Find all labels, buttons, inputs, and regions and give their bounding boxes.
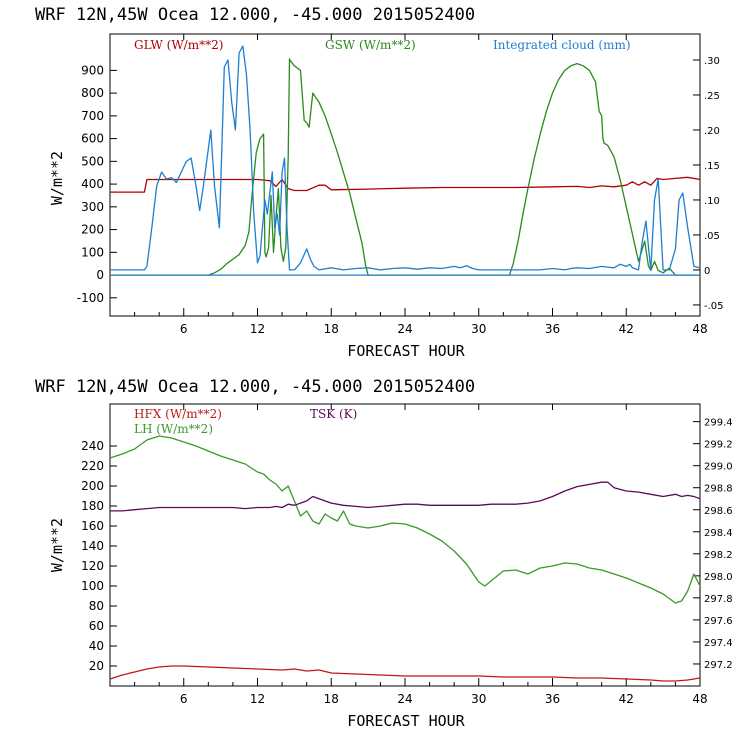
- y2-tick-label: -.05: [704, 301, 724, 312]
- y-tick-label: 800: [81, 86, 104, 100]
- y-tick-label: 240: [81, 439, 104, 453]
- x-tick-label: 24: [397, 322, 412, 336]
- legend-cloud: Integrated cloud (mm): [493, 38, 631, 52]
- panel-1-left-axis: -100 0 100 200 300 400 500 600 700 800 900: [77, 63, 117, 305]
- legend-tsk: TSK (K): [310, 407, 357, 421]
- y2-tick-label: 299.4: [704, 418, 733, 429]
- series-hfx-w-m-2: [109, 665, 701, 682]
- y-tick-label: 400: [81, 177, 104, 191]
- x-tick-label: 18: [324, 322, 339, 336]
- legend-gsw: GSW (W/m**2): [325, 38, 416, 52]
- x-tick-label: 12: [250, 692, 265, 706]
- series-glw-w-m-2: [110, 176, 701, 193]
- y2-tick-label: .20: [704, 126, 720, 137]
- y2-tick-label: 298.4: [704, 528, 733, 539]
- y-tick-label: 40: [89, 639, 104, 653]
- x-tick-label: 6: [180, 322, 188, 336]
- x-tick-label: 30: [471, 322, 486, 336]
- y2-tick-label: 299.0: [704, 462, 733, 473]
- y-tick-label: 900: [81, 63, 104, 77]
- y-tick-label: 220: [81, 459, 104, 473]
- x-tick-label: 36: [545, 322, 560, 336]
- y2-tick-label: 298.8: [704, 484, 733, 495]
- legend-hfx: HFX (W/m**2): [134, 407, 222, 421]
- legend-lh: LH (W/m**2): [134, 422, 213, 436]
- x-tick-label: 24: [397, 692, 412, 706]
- y-tick-label: 500: [81, 154, 104, 168]
- y-tick-label: 100: [81, 245, 104, 259]
- panel-1-x-label: FORECAST HOUR: [347, 342, 465, 360]
- y-tick-label: 200: [81, 223, 104, 237]
- x-tick-label: 30: [471, 692, 486, 706]
- y2-tick-label: .15: [704, 161, 720, 172]
- y-tick-label: 120: [81, 559, 104, 573]
- y2-tick-label: 297.2: [704, 660, 733, 671]
- x-tick-label: 48: [692, 322, 707, 336]
- panel-radiation: WRF 12N,45W Ocea 12.000, -45.000 2015052…: [35, 5, 724, 360]
- y2-tick-label: 297.6: [704, 616, 733, 627]
- panel-fluxes: WRF 12N,45W Ocea 12.000, -45.000 2015052…: [35, 377, 733, 730]
- panel-2-header: WRF 12N,45W Ocea 12.000, -45.000 2015052…: [35, 377, 475, 397]
- x-tick-label: 42: [619, 692, 634, 706]
- x-tick-label: 18: [324, 692, 339, 706]
- series-gsw-w-m-2: [110, 58, 700, 276]
- x-tick-label: 42: [619, 322, 634, 336]
- panel-2-x-axis: 6 12 18 24 30 36 42 48: [134, 404, 708, 706]
- y2-tick-label: 297.4: [704, 638, 733, 649]
- panel-2-series: [109, 435, 701, 682]
- y2-tick-label: 298.0: [704, 572, 733, 583]
- y-tick-label: 600: [81, 132, 104, 146]
- panel-2-x-label: FORECAST HOUR: [347, 712, 465, 730]
- y2-tick-label: .10: [704, 196, 720, 207]
- y2-tick-label: 0: [704, 266, 710, 277]
- y-tick-label: 300: [81, 200, 104, 214]
- y-tick-label: 140: [81, 539, 104, 553]
- y-tick-label: 700: [81, 109, 104, 123]
- panel-1-x-axis: 6 12 18 24 30 36 42 48: [134, 34, 708, 336]
- y2-tick-label: .05: [704, 231, 720, 242]
- panel-1-right-axis: -.05 0 .05 .10 .15 .20 .25 .30: [693, 56, 724, 312]
- y-tick-label: 60: [89, 619, 104, 633]
- panel-1-plot-frame: [109, 33, 701, 317]
- y-tick-label: -100: [77, 291, 104, 305]
- y-tick-label: 160: [81, 519, 104, 533]
- panel-2-plot-frame: [109, 403, 701, 687]
- y-tick-label: 20: [89, 659, 104, 673]
- panel-2-left-axis: 20 40 60 80 100 120 140 160 180 200 220 240: [81, 439, 117, 673]
- y-tick-label: 0: [96, 268, 104, 282]
- panel-1-series: [110, 45, 701, 276]
- y2-tick-label: 299.2: [704, 440, 733, 451]
- y-tick-label: 180: [81, 499, 104, 513]
- series-tsk-k: [110, 481, 701, 512]
- y2-tick-label: 298.2: [704, 550, 733, 561]
- series-integrated-cloud-mm: [110, 45, 701, 271]
- x-tick-label: 12: [250, 322, 265, 336]
- y-tick-label: 200: [81, 479, 104, 493]
- x-tick-label: 6: [180, 692, 188, 706]
- y2-tick-label: 298.6: [704, 506, 733, 517]
- legend-glw: GLW (W/m**2): [134, 38, 223, 52]
- x-tick-label: 48: [692, 692, 707, 706]
- panel-2-right-axis: 297.2 297.4 297.6 297.8 298.0 298.2 298.4 298.6…: [693, 418, 733, 671]
- panel-1-header: WRF 12N,45W Ocea 12.000, -45.000 2015052…: [35, 5, 475, 25]
- panel-1-y-label: W/m**2: [48, 151, 66, 205]
- y2-tick-label: .30: [704, 56, 720, 67]
- y-tick-label: 100: [81, 579, 104, 593]
- series-lh-w-m-2: [109, 435, 701, 604]
- y2-tick-label: 297.8: [704, 594, 733, 605]
- y-tick-label: 80: [89, 599, 104, 613]
- y2-tick-label: .25: [704, 91, 720, 102]
- x-tick-label: 36: [545, 692, 560, 706]
- panel-2-y-label: W/m**2: [48, 518, 66, 572]
